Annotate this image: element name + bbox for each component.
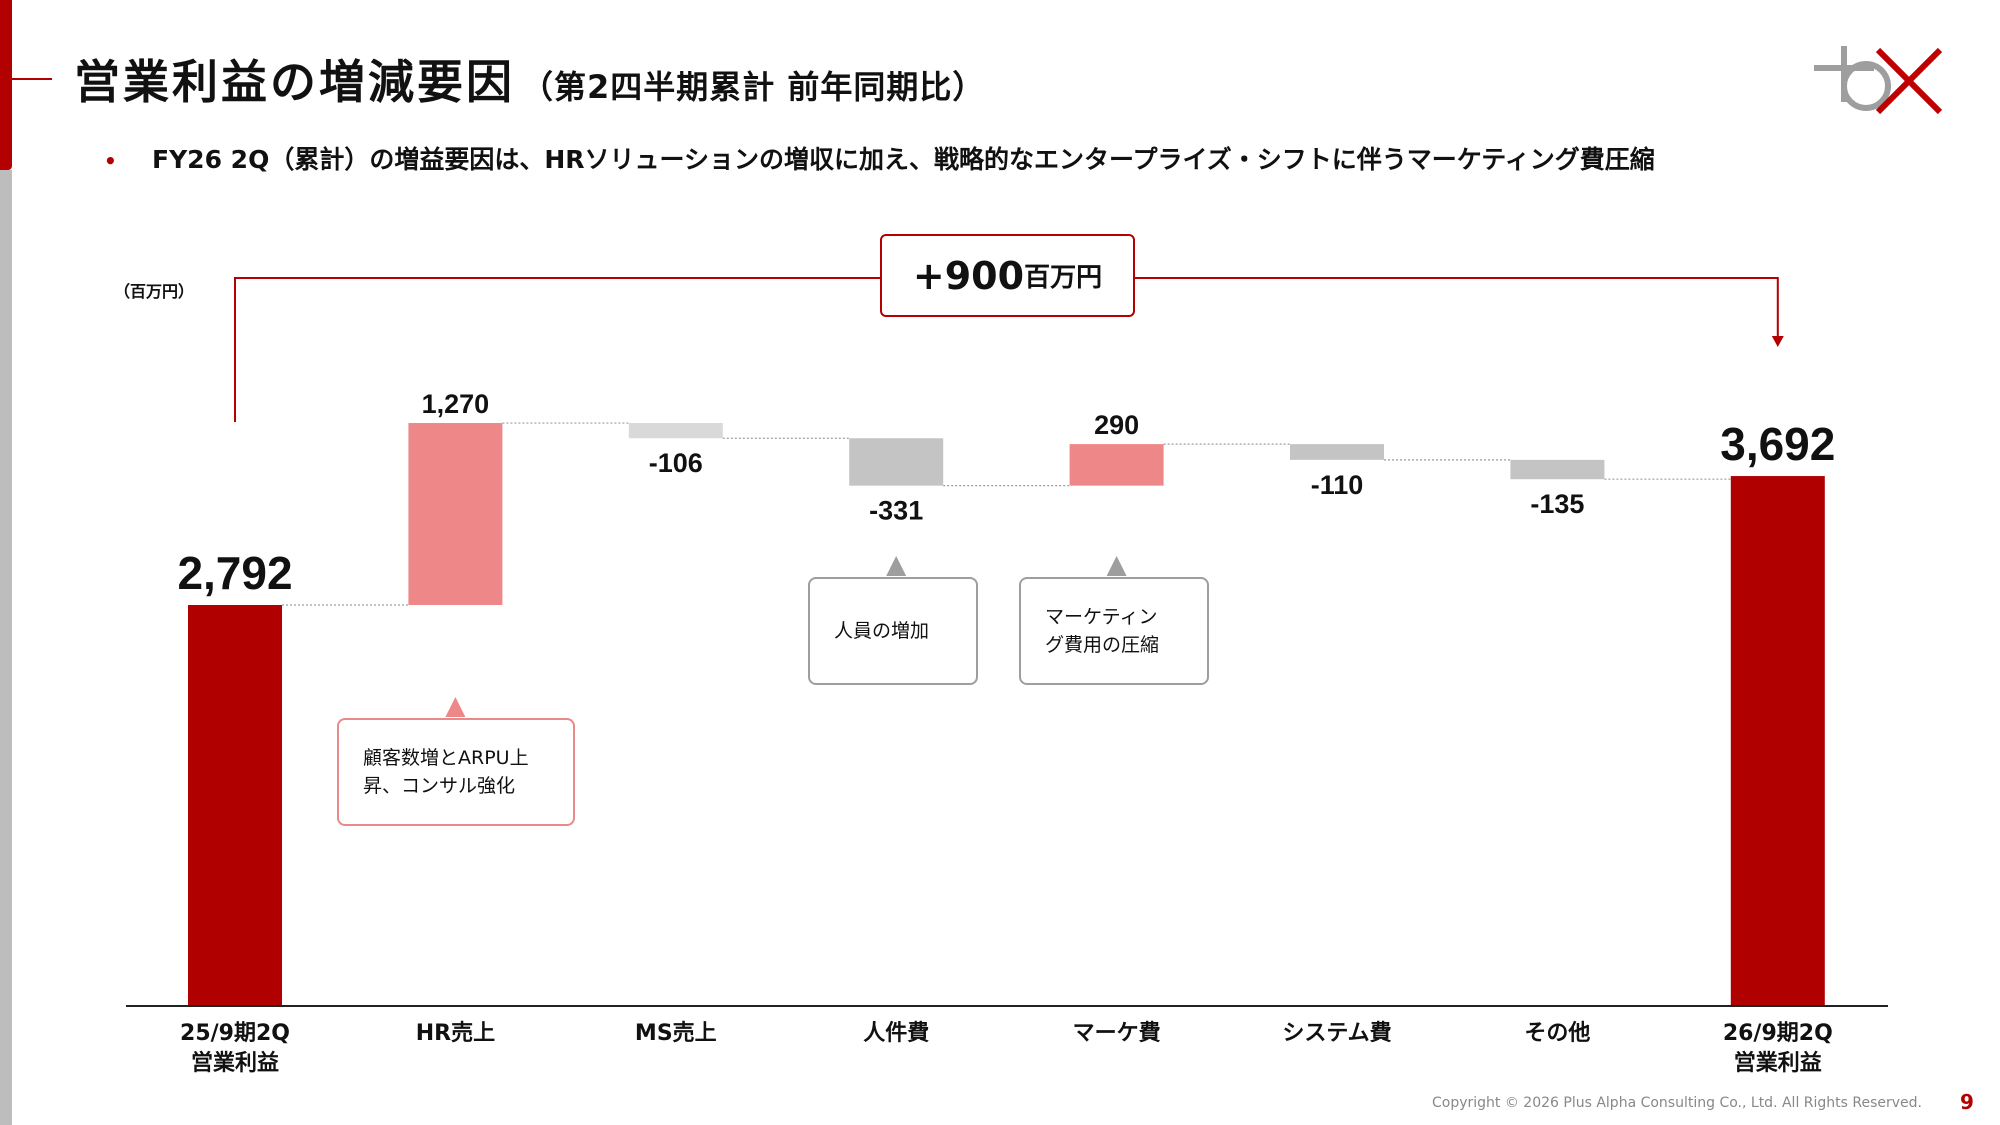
- summary-text: FY26 2Q（累計）の増益要因は、HRソリューションの増収に加え、戦略的なエン…: [152, 145, 1655, 174]
- summary-bullet: • FY26 2Q（累計）の増益要因は、HRソリューションの増収に加え、戦略的なエ…: [104, 140, 1655, 176]
- bar: [188, 605, 282, 1005]
- copyright-text: Copyright © 2026 Plus Alpha Consulting C…: [1432, 1095, 1922, 1111]
- category-label: その他: [1524, 1021, 1590, 1046]
- category-label: 営業利益: [191, 1050, 279, 1076]
- bar-value-label: -135: [1530, 489, 1584, 519]
- callout-hr-line: 昇、コンサル強化: [363, 775, 516, 797]
- category-label: 26/9期2Q: [1723, 1021, 1833, 1046]
- bar-value-label: 1,270: [422, 389, 490, 419]
- callout-pointer-icon: [1106, 556, 1127, 576]
- bar-value-label: -110: [1311, 470, 1364, 500]
- title-rule: [0, 78, 52, 80]
- left-accent-gray-bar: [0, 170, 12, 1125]
- category-label: 25/9期2Q: [180, 1021, 290, 1046]
- bar-value-label: -331: [869, 496, 923, 526]
- callout-hr-line: 顧客数増とARPU上: [363, 747, 529, 769]
- category-label: HR売上: [416, 1020, 495, 1046]
- page-number: 9: [1960, 1090, 1974, 1114]
- bar: [1069, 444, 1164, 486]
- bar-value-label: -106: [649, 448, 703, 478]
- category-label: 営業利益: [1734, 1050, 1822, 1076]
- bar: [849, 438, 944, 486]
- total-change-value: +900: [912, 253, 1025, 298]
- page-title: 営業利益の増減要因 （第2四半期累計 前年同期比）: [74, 46, 985, 112]
- bar: [1730, 476, 1825, 1005]
- callout-personnel-line: 人員の増加: [834, 620, 930, 642]
- callout-personnel: 人員の増加: [808, 577, 978, 685]
- bar: [1510, 459, 1605, 480]
- bar: [628, 423, 723, 439]
- callout-marketing-line: グ費用の圧縮: [1045, 634, 1160, 656]
- left-accent-bar: [0, 0, 12, 170]
- total-change-box: +900 百万円: [880, 234, 1135, 317]
- bar-value-label: 2,792: [177, 547, 292, 599]
- chart-unit-label: （百万円）: [114, 282, 195, 301]
- bracket-arrow-icon: [1771, 336, 1784, 347]
- total-change-unit: 百万円: [1024, 263, 1103, 293]
- callout-pointer-icon: [886, 556, 907, 576]
- bar: [1290, 444, 1384, 460]
- bar-value-label: 290: [1094, 410, 1139, 440]
- callout-hr-sales: 顧客数増とARPU上 昇、コンサル強化: [337, 718, 575, 826]
- category-label: MS売上: [635, 1020, 717, 1046]
- callout-pointer-icon: [445, 697, 466, 717]
- company-logo: [1814, 46, 1943, 115]
- category-label: マーケ費: [1073, 1021, 1161, 1046]
- callout-marketing-line: マーケティン: [1045, 606, 1158, 628]
- callout-marketing: マーケティン グ費用の圧縮: [1019, 577, 1209, 685]
- category-label: システム費: [1282, 1021, 1391, 1046]
- category-label: 人件費: [863, 1021, 929, 1046]
- bar: [408, 423, 503, 605]
- page-title-main: 営業利益の増減要因: [74, 55, 515, 109]
- bar-value-label: 3,692: [1720, 418, 1835, 470]
- page-title-sub: （第2四半期累計 前年同期比）: [521, 68, 986, 106]
- bullet-dot-icon: •: [104, 149, 117, 173]
